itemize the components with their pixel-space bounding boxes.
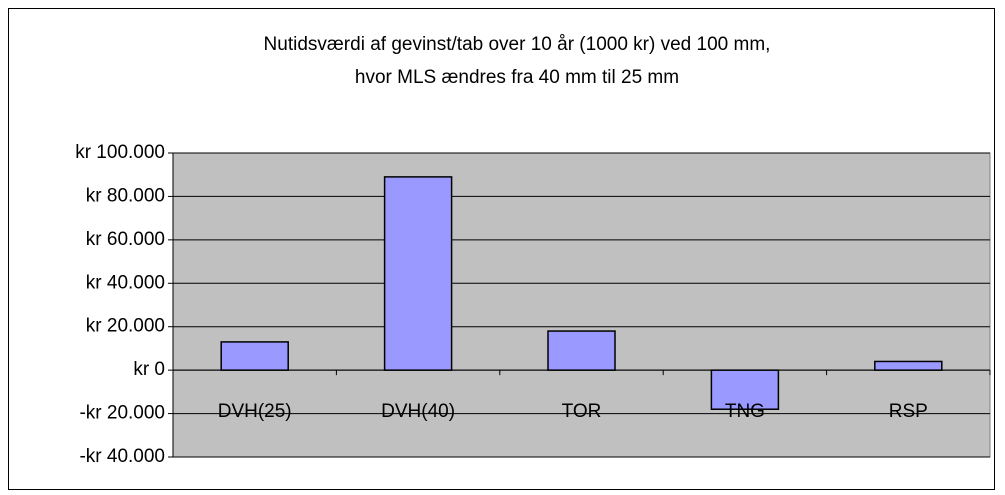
x-tick-label: TOR xyxy=(562,401,602,422)
y-tick-label: kr 0 xyxy=(133,359,165,380)
bar xyxy=(383,176,453,371)
chart-title: Nutidsværdi af gevinst/tab over 10 år (1… xyxy=(264,34,771,55)
bar xyxy=(874,360,943,371)
y-tick-label: -kr 40.000 xyxy=(79,446,165,467)
plot-area xyxy=(172,152,991,458)
x-tick-label: RSP xyxy=(889,401,928,422)
chart-title: hvor MLS ændres fra 40 mm til 25 mm xyxy=(355,67,679,88)
y-tick-label: kr 100.000 xyxy=(75,142,165,163)
y-tick-label: kr 20.000 xyxy=(86,316,165,337)
y-tick-label: kr 60.000 xyxy=(86,229,165,250)
x-tick-label: DVH(40) xyxy=(381,401,455,422)
y-tick-label: kr 80.000 xyxy=(86,185,165,206)
x-tick-label: TNG xyxy=(725,401,765,422)
bar xyxy=(547,330,616,371)
bar xyxy=(220,341,289,371)
y-tick-label: -kr 20.000 xyxy=(79,403,165,424)
x-tick-label: DVH(25) xyxy=(218,401,292,422)
y-tick-label: kr 40.000 xyxy=(86,272,165,293)
